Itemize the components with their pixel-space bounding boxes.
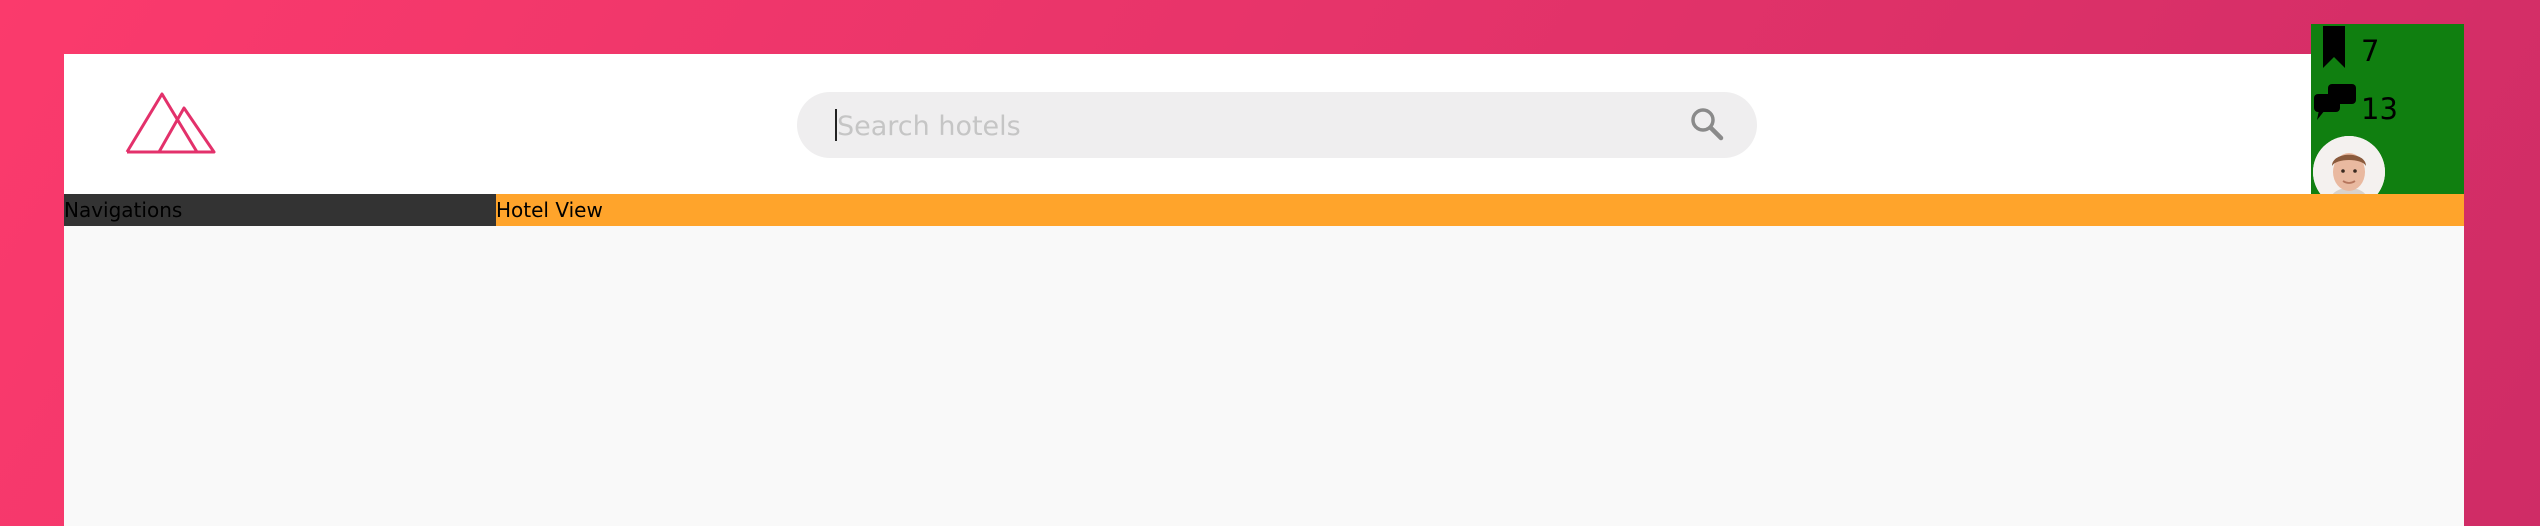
avatar[interactable]	[2313, 136, 2385, 194]
bookmarks-stat[interactable]: 7	[2311, 24, 2464, 74]
user-panel: 7 13	[2311, 24, 2464, 194]
search-bar	[797, 92, 1757, 160]
search-input[interactable]	[835, 92, 1659, 160]
bookmark-icon	[2323, 26, 2345, 68]
navigation-bar: Navigations Hotel View	[64, 194, 2464, 226]
hotel-view-label[interactable]: Hotel View	[496, 198, 603, 222]
navigations-label[interactable]: Navigations	[64, 194, 496, 226]
mountain-logo[interactable]	[124, 90, 218, 156]
app-window: Navigations Hotel View	[64, 54, 2464, 526]
bookmarks-count: 7	[2361, 34, 2380, 68]
messages-stat[interactable]: 13	[2311, 82, 2464, 132]
text-caret	[835, 109, 837, 141]
search-icon[interactable]	[1689, 106, 1725, 142]
header	[64, 54, 2464, 194]
messages-count: 13	[2361, 92, 2398, 126]
avatar-image	[2313, 136, 2385, 194]
chat-icon	[2314, 84, 2356, 120]
